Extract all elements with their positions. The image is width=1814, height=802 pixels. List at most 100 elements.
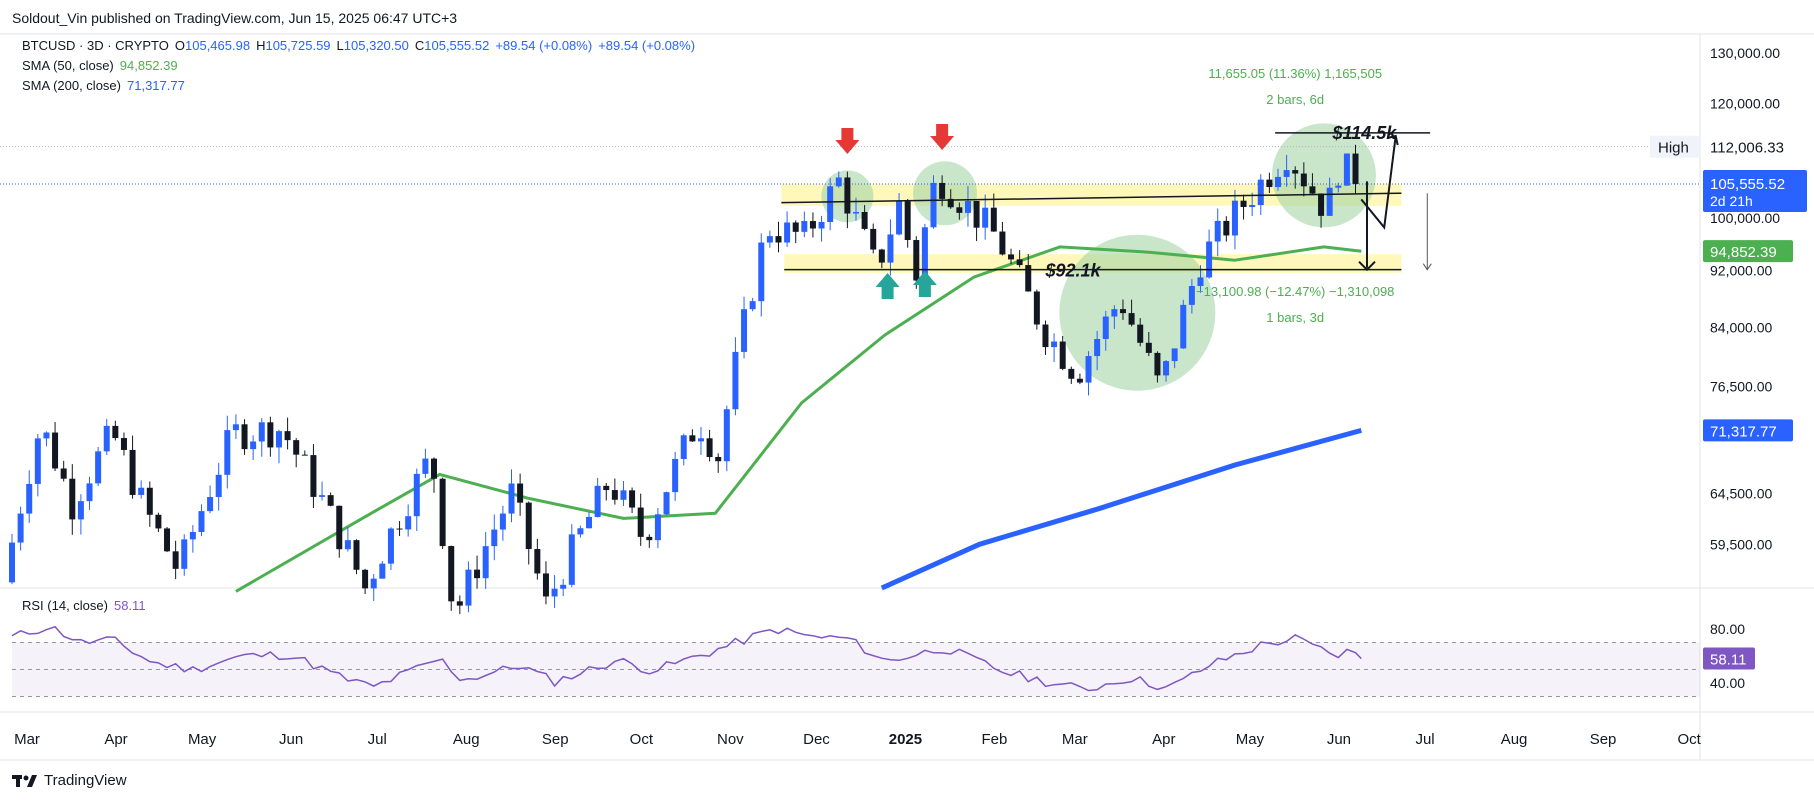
candle (52, 422, 59, 471)
target-price-label: $114.5k (1332, 123, 1398, 143)
candle (275, 429, 282, 464)
candle (439, 477, 446, 549)
candle (387, 527, 394, 571)
candle (525, 501, 532, 565)
candle-body (413, 473, 420, 517)
candle (689, 429, 696, 442)
sma50-value: 94,852.39 (119, 58, 178, 73)
candle-body (1352, 153, 1359, 184)
sma50-line (235, 245, 1362, 593)
candle-body (784, 222, 791, 243)
candle-body (1249, 205, 1256, 207)
time-tick-label: Oct (1677, 731, 1701, 748)
candle-body (560, 584, 567, 589)
candle (232, 414, 239, 439)
candle (250, 435, 257, 461)
candle (413, 468, 420, 531)
candle (103, 418, 110, 456)
sma50-layer (235, 245, 1362, 593)
candle (999, 221, 1006, 256)
sma200-label: SMA (200, close) (22, 78, 121, 93)
high-label: High (1658, 140, 1689, 157)
candle (1300, 162, 1307, 197)
candle-body (1257, 179, 1264, 206)
candle-body (680, 435, 687, 459)
candle (964, 186, 971, 227)
price-tick-label: 120,000.00 (1710, 95, 1780, 111)
candle-body (620, 490, 627, 500)
candle-body (1025, 265, 1032, 292)
candle-body (293, 440, 300, 455)
sma200-tag (1703, 419, 1793, 442)
highlight-circle (1271, 123, 1376, 228)
candle-body (43, 432, 50, 439)
candle (586, 512, 593, 529)
candle (560, 579, 567, 597)
candle-body (327, 495, 334, 506)
candle-body (319, 495, 326, 497)
candle-body (1300, 173, 1307, 187)
time-tick-label: Jul (1415, 731, 1434, 748)
rsi-value: 58.11 (113, 598, 146, 613)
candle-body (1240, 200, 1247, 207)
candle-body (275, 431, 282, 448)
symbol-legend[interactable]: BTCUSD · 3D · CRYPTO O105,465.98 H105,725.… (22, 38, 701, 53)
candle-body (370, 578, 377, 589)
candle-body (1145, 342, 1152, 353)
sma50-label: SMA (50, close) (22, 58, 114, 73)
candle (577, 525, 584, 538)
candle (181, 534, 188, 576)
candle (758, 233, 765, 317)
candle (654, 508, 661, 549)
sma50-tag (1703, 240, 1793, 263)
candle-body (336, 505, 343, 550)
candle-body (474, 569, 481, 579)
candle-body (456, 601, 463, 606)
candle (947, 189, 954, 209)
time-tick-label: Dec (803, 731, 830, 748)
price-tick-label: 92,000.00 (1710, 262, 1772, 278)
candle (241, 419, 248, 455)
candle (1094, 330, 1101, 371)
candle (1326, 177, 1333, 217)
candle-body (439, 478, 446, 547)
symbol-name: BTCUSD · 3D · CRYPTO (22, 38, 169, 53)
sma200-legend[interactable]: SMA (200, close) 71,317.77 (22, 78, 185, 93)
rsi-axis: 80.00 40.00 58.11 (1703, 621, 1755, 691)
change-value: +89.54 (+0.08%) (495, 38, 593, 53)
tradingview-logo[interactable]: TradingView (12, 772, 127, 789)
candle-body (422, 458, 429, 474)
candle-body (353, 540, 360, 570)
candle (1292, 166, 1299, 189)
candle-body (853, 211, 859, 214)
sma200-value: 71,317.77 (127, 78, 185, 93)
candle (370, 574, 377, 601)
sma200-tag-value: 71,317.77 (1710, 423, 1777, 440)
candle (982, 194, 989, 240)
candle (138, 480, 145, 499)
candle (1111, 305, 1118, 329)
candle (784, 211, 791, 247)
candle-body (241, 424, 248, 450)
candle (680, 433, 687, 466)
sma50-legend[interactable]: SMA (50, close) 94,852.39 (22, 58, 178, 73)
candle (818, 215, 825, 242)
candle-body (861, 211, 868, 229)
candle-body (181, 539, 188, 569)
candle-body (396, 528, 403, 530)
candle-body (1059, 341, 1066, 369)
candle (542, 561, 549, 605)
low-label: L (336, 38, 344, 53)
candle-body (1042, 324, 1049, 348)
candle (896, 193, 903, 236)
candle (1016, 250, 1023, 268)
rsi-current-tag (1703, 647, 1755, 670)
candle-body (646, 536, 653, 541)
candle-body (9, 542, 15, 583)
projection-down-arrowhead (1358, 260, 1376, 272)
candle (69, 464, 76, 535)
low-value: 105,320.50 (343, 38, 409, 53)
rsi-legend[interactable]: RSI (14, close) 58.11 (22, 598, 146, 613)
candle (431, 457, 437, 493)
